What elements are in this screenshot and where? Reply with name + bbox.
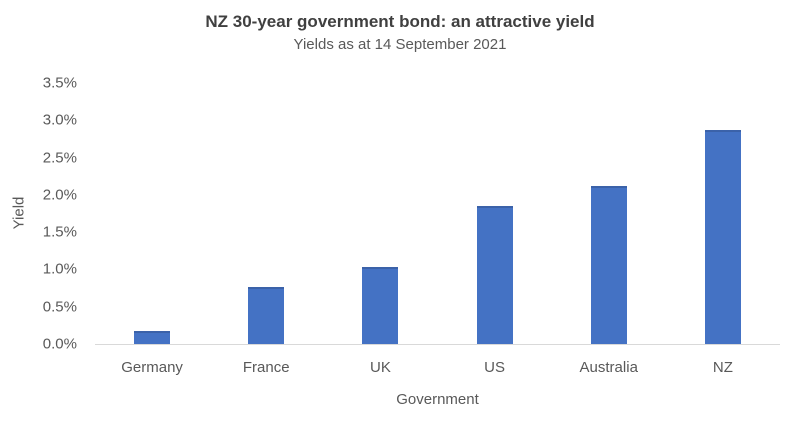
x-tick-label-us: US	[484, 359, 505, 376]
x-tick-label-australia: Australia	[579, 359, 638, 376]
y-tick-label: 2.0%	[42, 186, 77, 204]
x-tick-label-germany: Germany	[121, 359, 183, 376]
x-axis-title: Government	[396, 391, 479, 408]
bar-uk	[362, 267, 399, 344]
x-tick-label-nz: NZ	[712, 359, 733, 376]
y-tick-label: 0.0%	[42, 335, 77, 353]
y-tick-label: 1.5%	[42, 223, 77, 241]
bar-australia	[590, 185, 627, 344]
x-tick-label-uk: UK	[369, 359, 391, 376]
x-axis-tick-labels: Germany France UK US Australia NZ	[95, 358, 780, 378]
y-tick-label: 1.0%	[42, 260, 77, 278]
y-tick-label: 0.5%	[42, 298, 77, 316]
x-tick-label-france: France	[242, 359, 290, 376]
bar-nz	[704, 129, 741, 344]
bar-france	[248, 286, 285, 344]
bar-us	[476, 206, 513, 344]
y-tick-label: 2.5%	[42, 149, 77, 167]
chart-subtitle: Yields as at 14 September 2021	[293, 36, 507, 53]
chart-title: NZ 30-year government bond: an attractiv…	[205, 12, 595, 31]
y-tick-label: 3.5%	[42, 74, 77, 92]
y-tick-label: 3.0%	[42, 111, 77, 129]
bar-germany	[134, 331, 171, 344]
y-axis-tick-labels: 0.0% 0.5% 1.0% 1.5% 2.0% 2.5% 3.0% 3.5%	[0, 76, 85, 352]
plot-area	[95, 83, 780, 345]
